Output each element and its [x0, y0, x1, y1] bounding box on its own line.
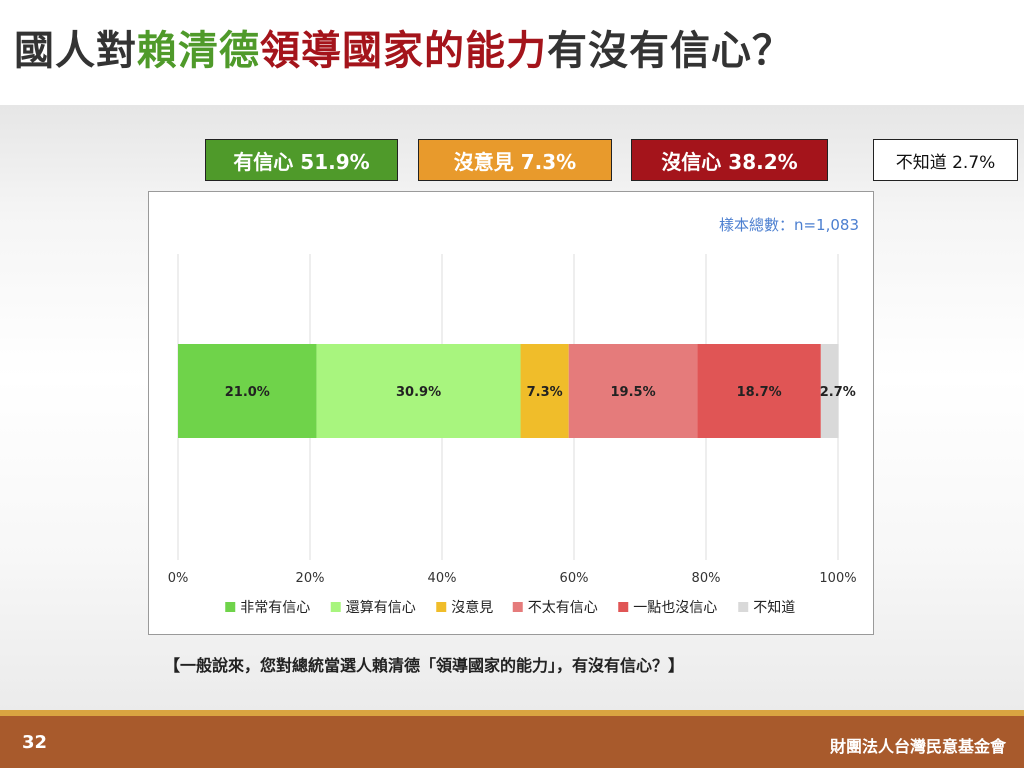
sample-size-note: 樣本總數：n=1,083: [718, 216, 859, 234]
legend-swatch-1: [330, 602, 341, 612]
legend-label-4: 一點也沒信心: [633, 599, 717, 616]
bar-segment-1: [316, 344, 521, 438]
bar-label-5: 2.7%: [820, 385, 856, 400]
bar-segment-4: [697, 344, 821, 438]
summary-confident: 有信心 51.9%: [205, 139, 398, 181]
page-title: 國人對賴清德領導國家的能力有沒有信心？: [14, 18, 793, 76]
bar-label-4: 18.7%: [737, 385, 782, 400]
organization-name: 財團法人台灣民意基金會: [829, 737, 1006, 756]
legend-label-1: 還算有信心: [346, 600, 416, 616]
bar-label-1: 30.9%: [396, 385, 441, 400]
bar-label-2: 7.3%: [527, 385, 563, 400]
summary-no-opinion: 沒意見 7.3%: [418, 139, 612, 181]
legend-swatch-2: [436, 602, 447, 612]
bar-label-3: 19.5%: [611, 385, 656, 400]
summary-dont-know: 不知道 2.7%: [873, 139, 1018, 181]
x-tick-label-1: 20%: [296, 571, 325, 586]
bar-segment-0: [178, 344, 317, 438]
legend-label-2: 沒意見: [451, 599, 493, 616]
bar-segment-3: [568, 344, 698, 438]
title-part-ability: 領導國家的能力: [260, 28, 547, 74]
legend-swatch-4: [618, 602, 629, 612]
bar-segment-5: [820, 344, 839, 438]
title-part-name: 賴清德: [137, 28, 260, 74]
x-tick-label-4: 80%: [692, 571, 721, 586]
legend-swatch-5: [738, 602, 749, 612]
x-tick-label-0: 0%: [168, 571, 189, 586]
bar-segment-2: [520, 344, 569, 438]
x-tick-label-5: 100%: [819, 571, 856, 586]
bar-label-0: 21.0%: [225, 385, 270, 400]
legend-label-5: 不知道: [753, 599, 795, 616]
footer-bar: 32 財團法人台灣民意基金會: [0, 716, 1024, 768]
legend-swatch-3: [512, 602, 523, 612]
legend-label-3: 不太有信心: [528, 600, 598, 616]
legend-swatch-0: [225, 602, 236, 612]
page-number: 32: [22, 732, 48, 753]
x-tick-label-3: 60%: [560, 571, 589, 586]
legend-label-0: 非常有信心: [240, 600, 310, 616]
chart-panel: 樣本總數：n=1,083 21.0% 30.9% 7.3% 19.5% 18.7% 2.7…: [148, 191, 874, 635]
x-tick-label-2: 40%: [428, 571, 457, 586]
footer-stripe: [0, 710, 1024, 716]
summary-not-confident: 沒信心 38.2%: [631, 139, 828, 181]
stacked-bar-chart: 21.0% 30.9% 7.3% 19.5% 18.7% 2.7% 0% 20% 40% 60% 8…: [168, 254, 857, 616]
survey-question: 【一般說來，您對總統當選人賴清德「領導國家的能力」，有沒有信心？】: [164, 656, 685, 675]
title-part-1: 國人對: [14, 28, 137, 74]
title-part-question: 有沒有信心？: [547, 28, 793, 74]
